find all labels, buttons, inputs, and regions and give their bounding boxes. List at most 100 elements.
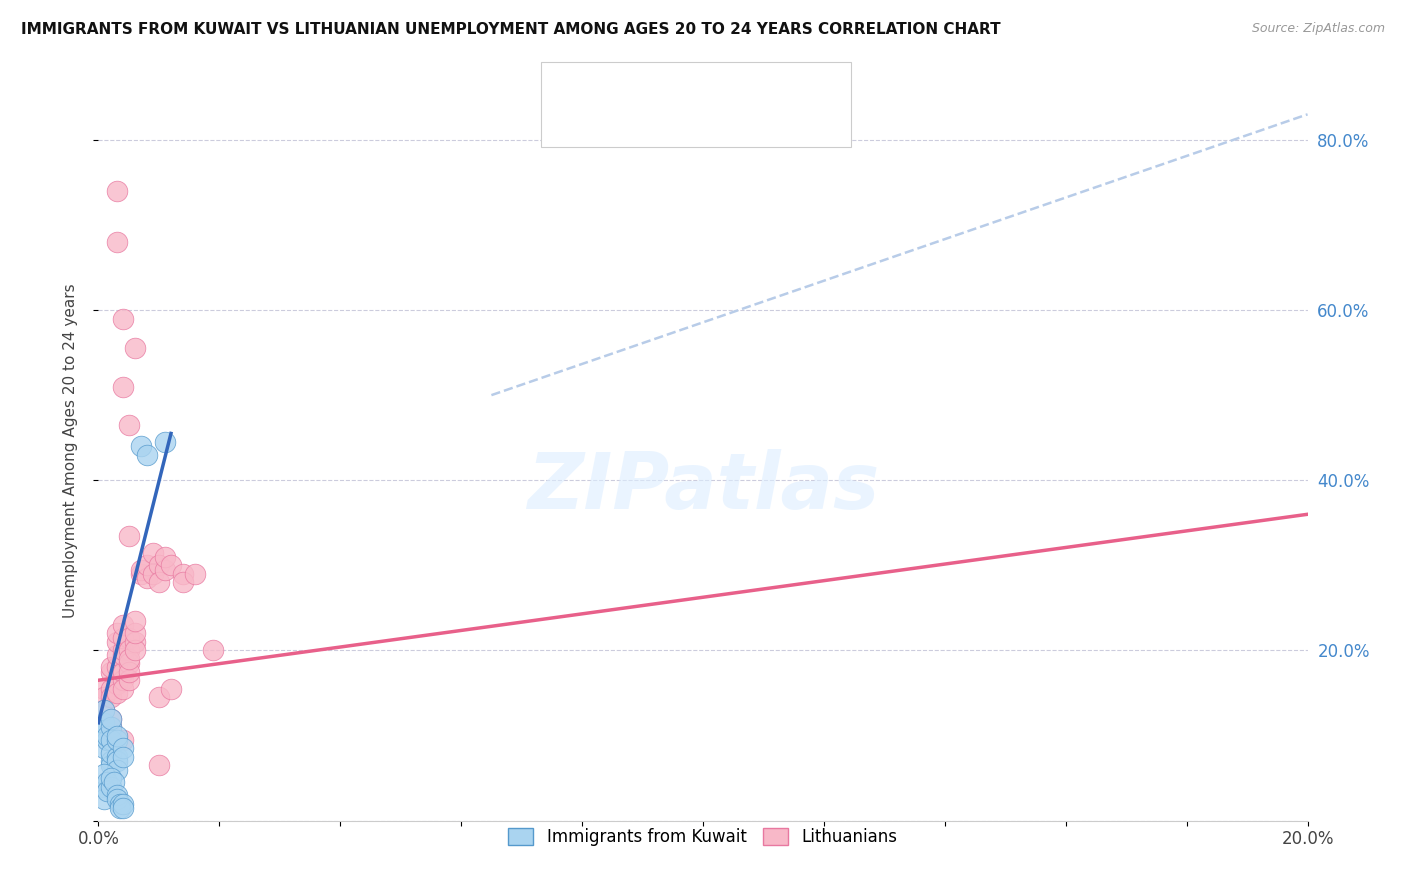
Text: R = 0.262: R = 0.262 [609,118,686,133]
Point [111,749,134,764]
Point [124,342,146,356]
Point [93,690,115,705]
Point [93,703,115,717]
Point [118,643,141,657]
Point [118,652,141,666]
Point [105,686,128,700]
Point [111,797,134,811]
Point [111,801,134,815]
Point [153,563,176,577]
Point [100,665,122,679]
Point [105,626,128,640]
Point [172,575,194,590]
Point [118,673,141,688]
Point [108,797,131,811]
FancyBboxPatch shape [554,70,598,100]
Text: IMMIGRANTS FROM KUWAIT VS LITHUANIAN UNEMPLOYMENT AMONG AGES 20 TO 24 YEARS CORR: IMMIGRANTS FROM KUWAIT VS LITHUANIAN UNE… [21,22,1001,37]
Y-axis label: Unemployment Among Ages 20 to 24 years: Unemployment Among Ages 20 to 24 years [63,283,77,618]
Point [118,631,141,645]
Point [184,566,207,581]
Point [100,690,122,705]
Point [93,741,115,756]
Point [118,657,141,671]
Point [93,703,115,717]
Point [124,643,146,657]
Point [111,741,134,756]
Point [93,715,115,730]
Point [105,660,128,674]
Point [100,771,122,785]
Point [100,720,122,734]
Point [142,545,165,559]
Point [105,749,128,764]
Text: R = 0.772: R = 0.772 [609,77,686,92]
Point [100,681,122,696]
Point [93,767,115,781]
Point [93,780,115,794]
Point [111,631,134,645]
Point [160,681,183,696]
Point [100,746,122,760]
Point [202,643,225,657]
Text: N = 59: N = 59 [742,118,800,133]
FancyBboxPatch shape [541,62,851,147]
Point [118,528,141,542]
Point [105,754,128,768]
Point [111,643,134,657]
Point [172,566,194,581]
Point [148,575,170,590]
Point [160,558,183,573]
Point [96,784,118,798]
Point [153,549,176,564]
Point [153,434,176,449]
Text: N = 35: N = 35 [742,77,800,92]
Legend: Immigrants from Kuwait, Lithuanians: Immigrants from Kuwait, Lithuanians [502,822,904,853]
Point [105,648,128,662]
Point [129,563,152,577]
Point [148,758,170,772]
Point [111,681,134,696]
Point [148,558,170,573]
Point [105,729,128,743]
Point [124,626,146,640]
Point [93,792,115,806]
Point [105,788,128,802]
Point [105,792,128,806]
Point [105,677,128,691]
Point [111,673,134,688]
Point [129,439,152,453]
Point [105,235,128,249]
Point [100,712,122,726]
Point [100,758,122,772]
Point [100,780,122,794]
Point [142,566,165,581]
Point [111,665,134,679]
Point [105,184,128,198]
Point [135,448,157,462]
Point [105,763,128,777]
Point [103,775,125,789]
Point [118,665,141,679]
Point [96,729,118,743]
Point [111,732,134,747]
Point [148,690,170,705]
Point [111,648,134,662]
Point [100,720,122,734]
Point [135,571,157,585]
Point [108,801,131,815]
Text: ZIPatlas: ZIPatlas [527,450,879,525]
Point [100,712,122,726]
Point [93,681,115,696]
Point [105,732,128,747]
Point [118,417,141,432]
Point [100,729,122,743]
Point [100,732,122,747]
Point [100,660,122,674]
Point [105,635,128,649]
Point [100,754,122,768]
Point [124,635,146,649]
Point [135,558,157,573]
Point [96,775,118,789]
Point [111,618,134,632]
Point [111,311,134,326]
